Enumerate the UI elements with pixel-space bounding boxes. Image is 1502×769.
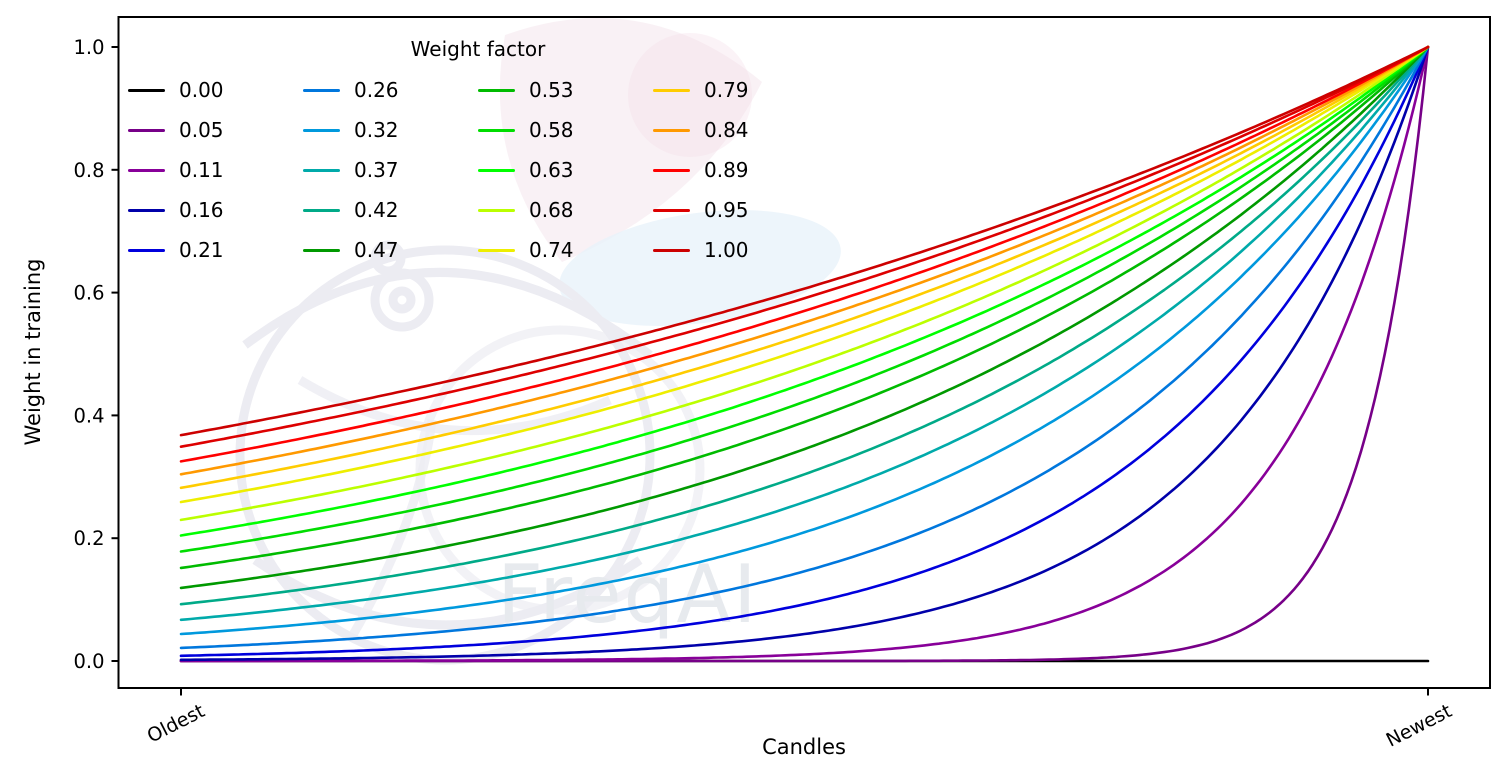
curve-0.58 — [179, 45, 1430, 553]
curve-0.42 — [179, 45, 1430, 606]
curve-0.84 — [179, 45, 1430, 476]
curve-0.32 — [179, 45, 1430, 636]
y-tick-label: 0.2 — [73, 527, 104, 550]
curve-0.68 — [179, 45, 1430, 522]
curve-0.63 — [179, 45, 1430, 537]
y-tick-label: 0.8 — [73, 159, 104, 182]
y-tick-label: 0.6 — [73, 282, 104, 305]
curve-0.95 — [179, 45, 1430, 448]
curve-1.00 — [179, 45, 1430, 437]
curve-0.11 — [179, 45, 1430, 663]
curve-0.05 — [179, 45, 1430, 663]
curve-0.21 — [179, 45, 1430, 658]
curve-0.53 — [179, 45, 1430, 570]
curve-0.37 — [179, 45, 1430, 622]
curve-0.74 — [179, 45, 1430, 504]
y-tick-label: 1.0 — [73, 36, 104, 59]
y-tick-label: 0.4 — [73, 404, 104, 427]
curve-0.26 — [179, 45, 1430, 650]
curve-0.79 — [179, 45, 1430, 490]
plot-border — [117, 16, 1491, 689]
y-tick-label: 0.0 — [73, 650, 104, 673]
curve-0.16 — [179, 45, 1430, 662]
curve-0.47 — [179, 45, 1430, 590]
watermark-leaf-shapes — [499, 17, 841, 326]
curve-0.89 — [179, 45, 1430, 463]
watermark-logo — [235, 240, 705, 665]
